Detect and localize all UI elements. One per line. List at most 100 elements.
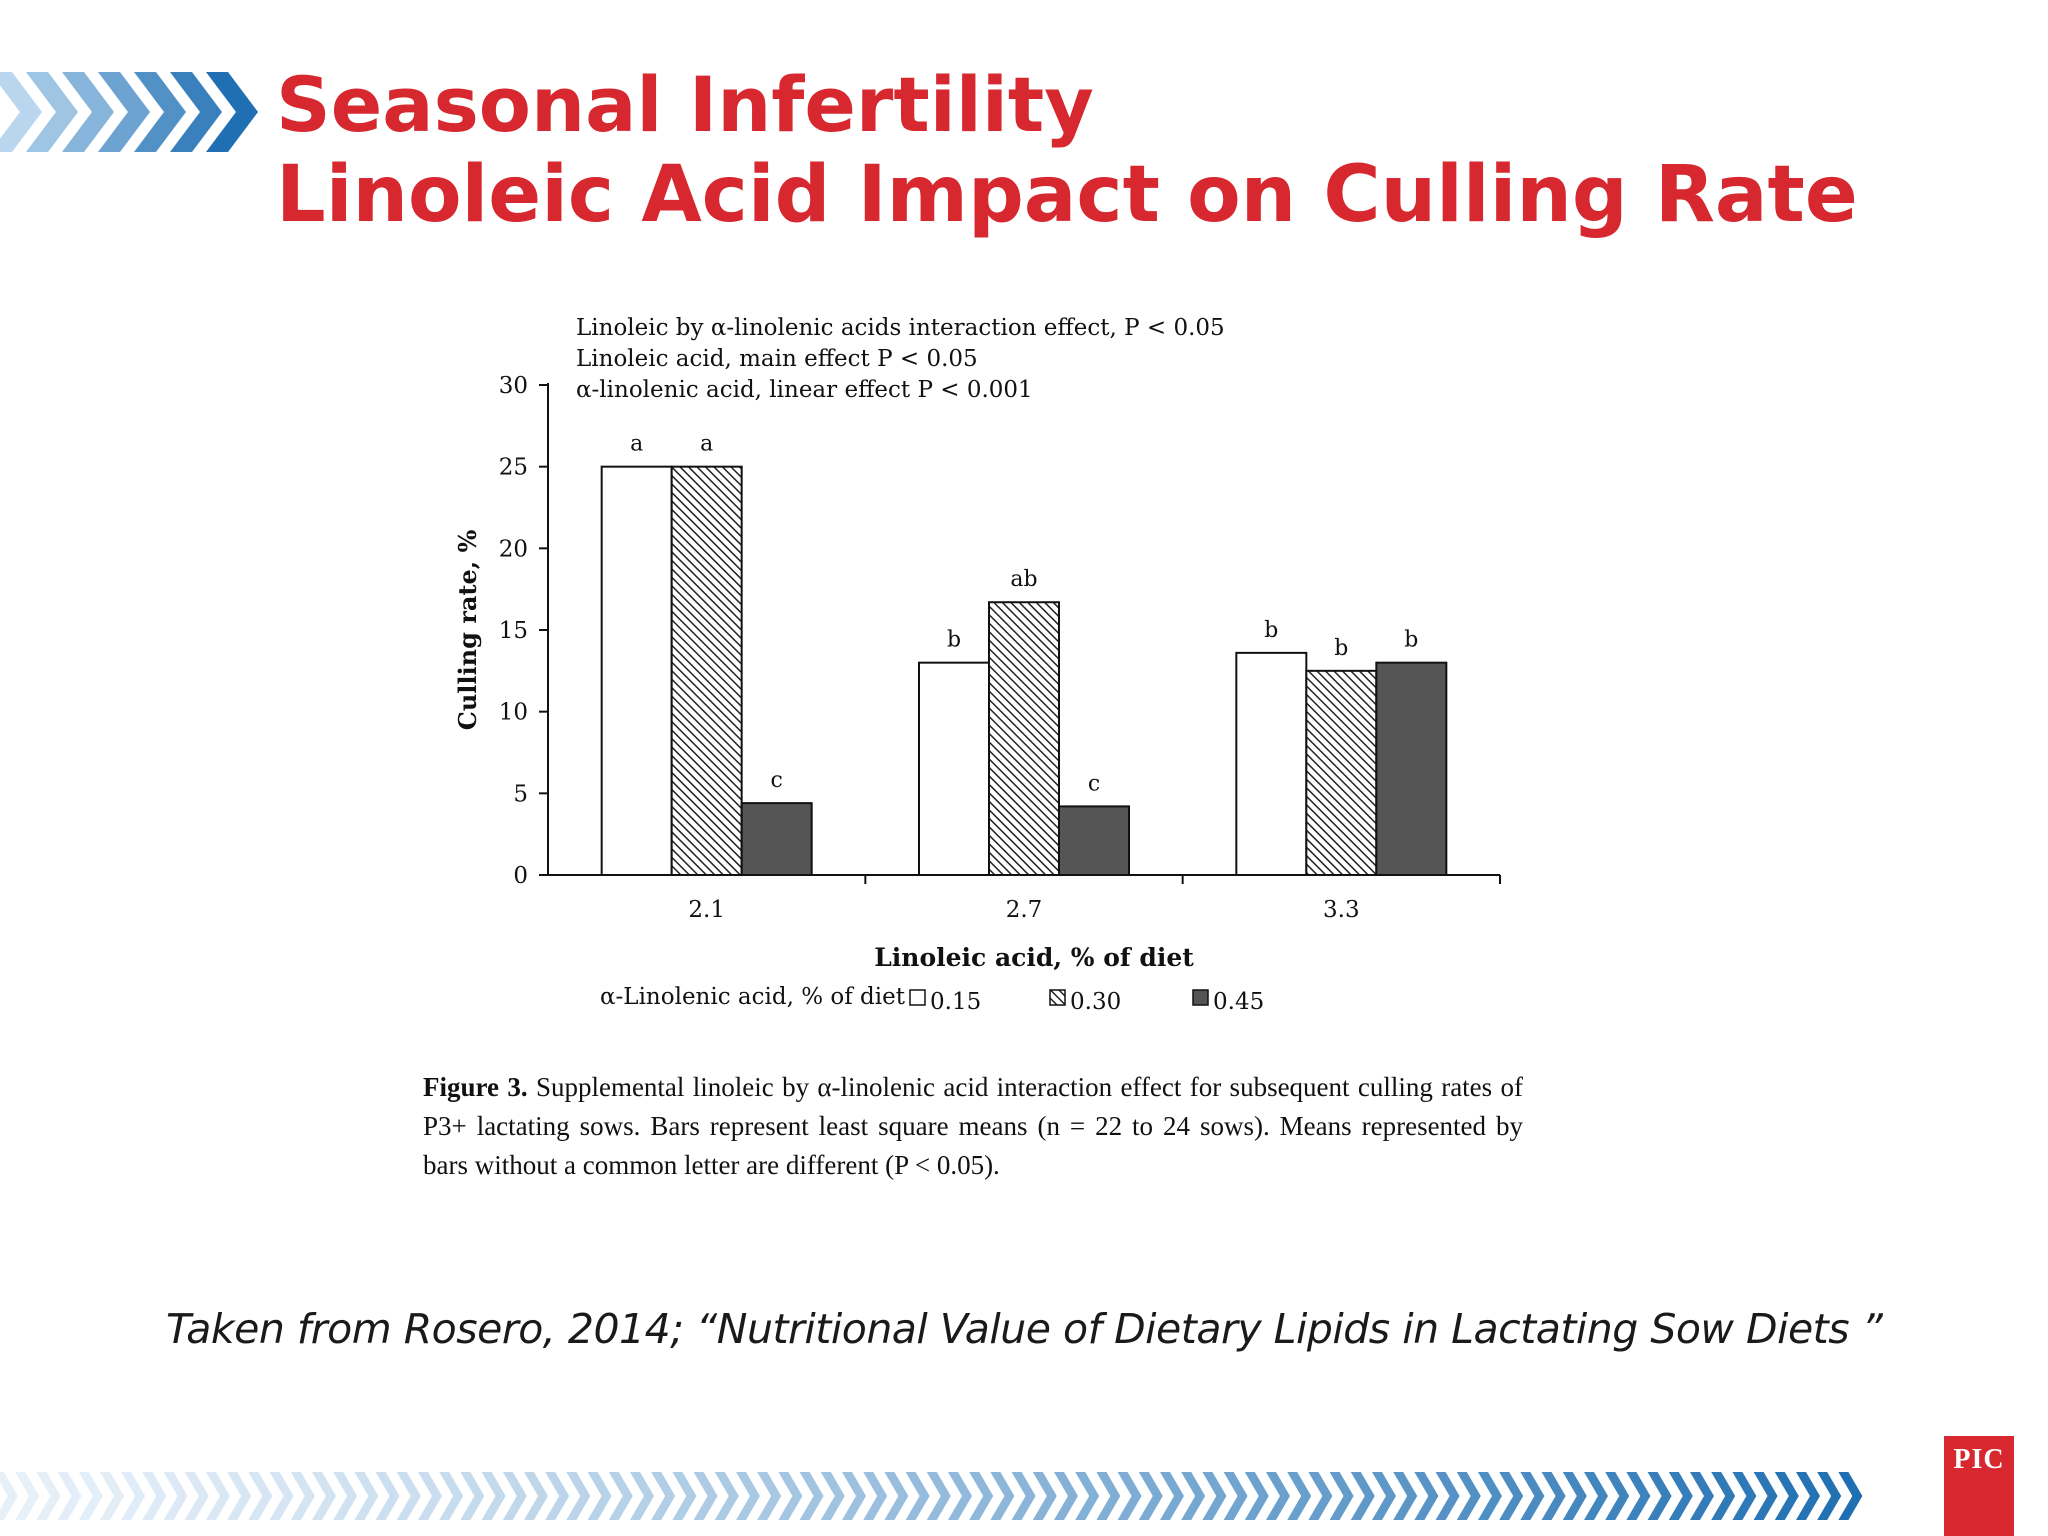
y-tick-label: 5 (513, 781, 528, 807)
footer-chevron-icon (1817, 1472, 1842, 1520)
footer-chevron-icon (1647, 1472, 1672, 1520)
bar (988, 601, 1060, 876)
culling-rate-bar-chart: Linoleic by α-linolenic acids interactio… (453, 315, 1501, 1015)
bar (918, 661, 990, 877)
significance-letter: b (1404, 628, 1418, 653)
header-chevron-icon (26, 72, 78, 152)
bar (1375, 661, 1448, 877)
header-chevron-decoration (0, 72, 258, 152)
bar (670, 465, 743, 876)
footer-chevron-icon (1605, 1472, 1630, 1520)
pic-logo: PIC (1944, 1436, 2014, 1536)
y-tick-label: 30 (499, 373, 528, 399)
footer-chevron-icon (312, 1472, 336, 1520)
footer-chevron-icon (460, 1472, 485, 1520)
footer-chevron-icon (354, 1472, 379, 1520)
significance-letter: c (771, 768, 783, 793)
header-chevron-icon (134, 72, 186, 152)
footer-chevron-icon (1117, 1472, 1142, 1520)
y-tick-label: 25 (499, 455, 528, 481)
footer-chevron-icon (926, 1472, 951, 1520)
significance-letter: b (1264, 618, 1278, 643)
footer-chevron-icon (1372, 1472, 1396, 1520)
footer-chevron-icon (714, 1472, 739, 1520)
footer-chevron-icon (1520, 1472, 1545, 1520)
footer-chevron-icon (1075, 1472, 1100, 1520)
y-tick-label: 10 (499, 700, 528, 726)
header-chevron-icon (0, 72, 42, 152)
footer-chevron-icon (1838, 1472, 1863, 1520)
footer-chevron-icon (163, 1472, 188, 1520)
footer-chevron-icon (1541, 1472, 1566, 1520)
footer-chevron-icon (587, 1472, 612, 1520)
footer-chevron-icon (1456, 1472, 1481, 1520)
footer-chevron-icon (1732, 1472, 1757, 1520)
citation-text: Taken from Rosero, 2014; “Nutritional Va… (166, 1305, 1883, 1353)
footer-chevron-icon (0, 1472, 18, 1520)
footer-chevron-icon (1499, 1472, 1524, 1520)
footer-chevron-icon (1584, 1472, 1608, 1520)
footer-chevron-icon (142, 1472, 167, 1520)
footer-chevron-icon (566, 1472, 591, 1520)
footer-chevron-icon (948, 1472, 972, 1520)
annotation-linoleic-main: Linoleic acid, main effect P < 0.05 (576, 346, 978, 372)
annotation-block: Linoleic by α-linolenic acids interactio… (576, 315, 1225, 403)
significance-letter: b (947, 628, 961, 653)
legend-label: 0.15 (930, 989, 981, 1015)
footer-chevron-icon (757, 1472, 782, 1520)
legend-swatch (1049, 989, 1066, 1006)
y-tick-label: 20 (499, 536, 528, 562)
footer-chevron-icon (1223, 1472, 1248, 1520)
footer-chevron-icon (15, 1472, 40, 1520)
legend-swatch (1192, 989, 1209, 1006)
footer-chevron-decoration (0, 1472, 1863, 1520)
footer-chevron-icon (651, 1472, 676, 1520)
footer-chevron-icon (36, 1472, 61, 1520)
footer-chevron-icon (990, 1472, 1015, 1520)
footer-chevron-icon (1478, 1472, 1502, 1520)
footer-chevron-icon (884, 1472, 909, 1520)
bar (600, 465, 673, 876)
caption-label: Figure 3. (423, 1072, 528, 1102)
footer-chevron-icon (78, 1472, 103, 1520)
footer-chevron-icon (1054, 1472, 1078, 1520)
footer-chevron-icon (1138, 1472, 1163, 1520)
footer-chevron-icon (1181, 1472, 1206, 1520)
x-tick-label: 3.3 (1323, 897, 1360, 923)
bar (1058, 805, 1130, 877)
footer-chevron-icon (1753, 1472, 1778, 1520)
y-axis-label: Culling rate, % (453, 530, 482, 731)
footer-chevron-icon (206, 1472, 230, 1520)
figure-caption: Figure 3. Supplemental linoleic by α-lin… (423, 1068, 1523, 1185)
footer-chevron-icon (57, 1472, 82, 1520)
footer-chevron-icon (799, 1472, 824, 1520)
footer-chevron-icon (1350, 1472, 1375, 1520)
footer-chevron-icon (396, 1472, 421, 1520)
footer-chevron-icon (248, 1472, 273, 1520)
header-chevron-icon (206, 72, 258, 152)
footer-chevron-icon (778, 1472, 803, 1520)
footer-chevron-icon (1287, 1472, 1312, 1520)
header-chevron-icon (98, 72, 150, 152)
legend-label: 0.45 (1213, 989, 1264, 1015)
footer-chevron-icon (1160, 1472, 1184, 1520)
legend: α-Linolenic acid, % of diet 0.15 0.30 0.45 (600, 984, 1264, 1015)
header-chevron-icon (170, 72, 222, 152)
footer-chevron-icon (1011, 1472, 1036, 1520)
footer-chevron-icon (524, 1472, 548, 1520)
legend-title: α-Linolenic acid, % of diet (600, 984, 906, 1010)
slide-title-line-1: Seasonal Infertility (276, 60, 1094, 149)
footer-chevron-icon (1329, 1472, 1354, 1520)
footer-chevron-icon (375, 1472, 400, 1520)
footer-chevron-icon (1668, 1472, 1693, 1520)
plot-area: 0 5 10 15 20 25 30 a a c 2.1 b ab c 2.7 b b b 3.3 (499, 373, 1501, 923)
footer-chevron-icon (1096, 1472, 1121, 1520)
footer-chevron-icon (1414, 1472, 1439, 1520)
annotation-linolenic-linear: α-linolenic acid, linear effect P < 0.00… (576, 377, 1033, 403)
footer-chevron-icon (1202, 1472, 1227, 1520)
footer-chevron-icon (481, 1472, 506, 1520)
x-tick-label: 2.1 (688, 897, 725, 923)
significance-letter: c (1088, 771, 1100, 796)
footer-chevron-icon (502, 1472, 527, 1520)
legend-swatch (909, 989, 926, 1006)
